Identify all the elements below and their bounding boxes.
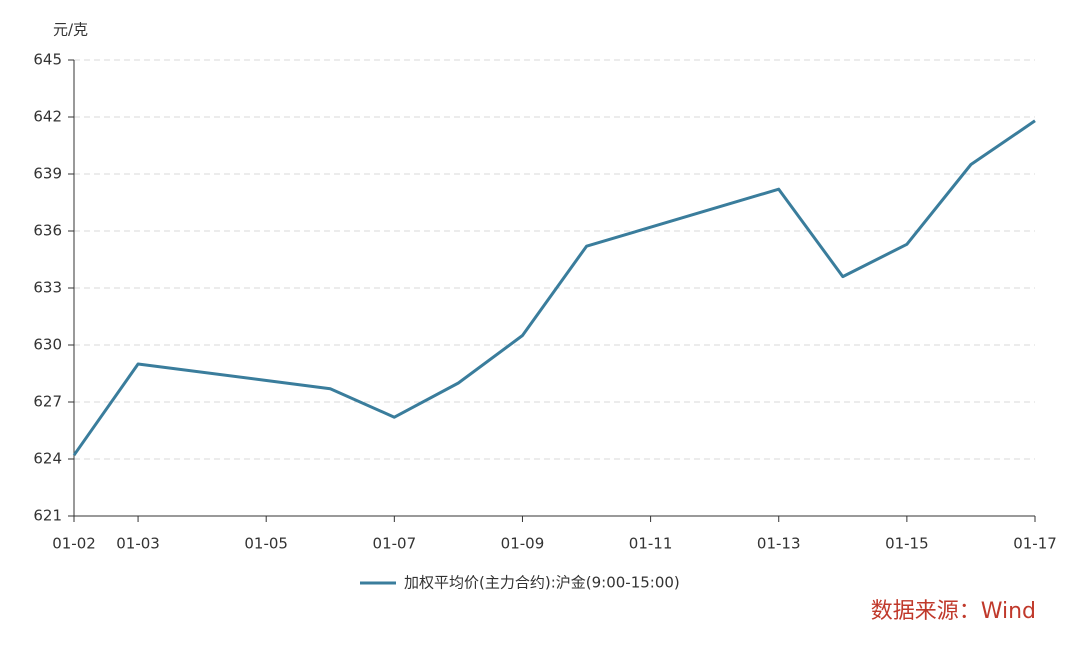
- y-tick-label: 639: [33, 165, 62, 183]
- line-series: [72, 119, 1036, 457]
- y-tick-label: 633: [33, 279, 62, 297]
- source-note: 数据来源：Wind: [871, 599, 1036, 624]
- y-tick-label: 621: [33, 507, 62, 525]
- y-tick-label: 624: [33, 450, 62, 468]
- x-tick-label: 01-11: [629, 535, 673, 553]
- x-tick-label: 01-09: [501, 535, 545, 553]
- y-tick-label: 645: [33, 51, 62, 69]
- y-axis-label: 元/克: [53, 21, 88, 39]
- x-tick-label: 01-13: [757, 535, 801, 553]
- y-tick-label: 642: [33, 108, 62, 126]
- x-tick-label: 01-07: [373, 535, 417, 553]
- x-tick-label: 01-05: [244, 535, 288, 553]
- x-tick-label: 01-02: [52, 535, 96, 553]
- x-tick-label: 01-15: [885, 535, 929, 553]
- y-tick-label: 636: [33, 222, 62, 240]
- x-tick-label: 01-03: [116, 535, 160, 553]
- y-tick-label: 630: [33, 336, 62, 354]
- x-tick-label: 01-17: [1013, 535, 1057, 553]
- legend-label: 加权平均价(主力合约):沪金(9:00-15:00): [404, 574, 680, 592]
- y-tick-label: 627: [33, 393, 62, 411]
